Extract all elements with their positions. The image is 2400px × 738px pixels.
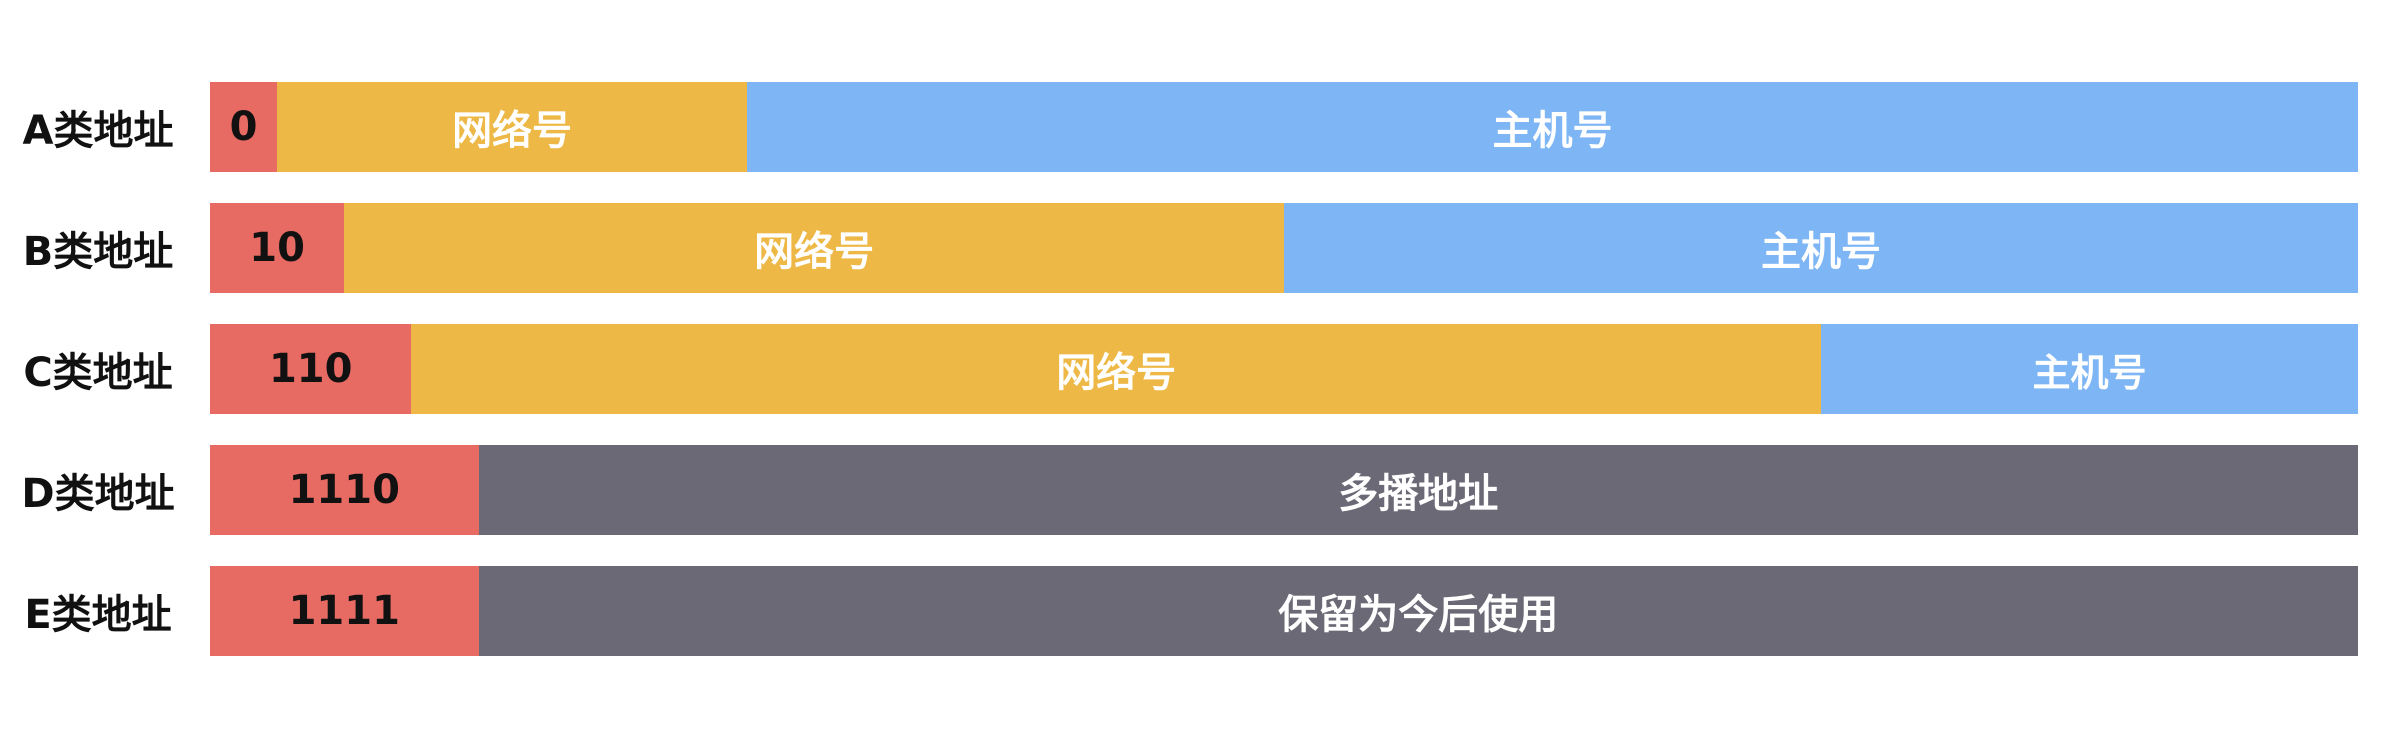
network-id-segment: 网络号 <box>411 324 1821 414</box>
class-row-b: B类地址 10 网络号 主机号 <box>0 203 2400 293</box>
multicast-address-segment: 多播地址 <box>478 445 2358 535</box>
address-bar: 1111 保留为今后使用 <box>210 566 2358 656</box>
network-id-segment: 网络号 <box>277 82 747 172</box>
address-bar: 1110 多播地址 <box>210 445 2358 535</box>
host-id-segment: 主机号 <box>747 82 2358 172</box>
address-bar: 0 网络号 主机号 <box>210 82 2358 172</box>
prefix-bits-segment: 110 <box>210 324 412 414</box>
class-label: A类地址 <box>22 108 174 154</box>
class-row-a: A类地址 0 网络号 主机号 <box>0 82 2400 172</box>
class-label: E类地址 <box>24 592 172 638</box>
reserved-segment: 保留为今后使用 <box>478 566 2358 656</box>
class-row-d: D类地址 1110 多播地址 <box>0 445 2400 535</box>
class-label: B类地址 <box>22 229 174 275</box>
address-bar: 10 网络号 主机号 <box>210 203 2358 293</box>
class-label: C类地址 <box>23 350 173 396</box>
class-row-c: C类地址 110 网络号 主机号 <box>0 324 2400 414</box>
prefix-bits-segment: 10 <box>210 203 345 293</box>
network-id-segment: 网络号 <box>344 203 1284 293</box>
prefix-bits-segment: 1111 <box>210 566 479 656</box>
prefix-bits-segment: 0 <box>210 82 278 172</box>
host-id-segment: 主机号 <box>1821 324 2358 414</box>
prefix-bits-segment: 1110 <box>210 445 479 535</box>
class-row-e: E类地址 1111 保留为今后使用 <box>0 566 2400 656</box>
class-label: D类地址 <box>21 471 175 517</box>
host-id-segment: 主机号 <box>1284 203 2358 293</box>
address-bar: 110 网络号 主机号 <box>210 324 2358 414</box>
